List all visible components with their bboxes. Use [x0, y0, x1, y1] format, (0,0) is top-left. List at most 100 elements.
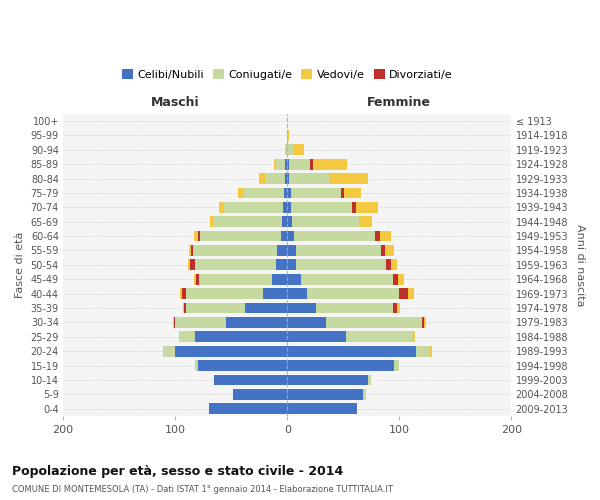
Bar: [164, 346, 175, 356]
Bar: [263, 288, 287, 299]
Bar: [326, 317, 422, 328]
Bar: [179, 288, 182, 299]
Bar: [287, 158, 289, 170]
Bar: [422, 317, 424, 328]
Bar: [244, 188, 284, 198]
Bar: [276, 260, 287, 270]
Bar: [296, 260, 386, 270]
Bar: [413, 332, 415, 342]
Bar: [287, 202, 290, 212]
Bar: [287, 245, 296, 256]
Bar: [196, 360, 197, 371]
Bar: [191, 245, 193, 256]
Bar: [219, 202, 224, 212]
Bar: [310, 158, 313, 170]
Bar: [265, 173, 285, 184]
Bar: [385, 245, 394, 256]
Bar: [296, 245, 382, 256]
Bar: [301, 274, 392, 284]
Bar: [226, 317, 287, 328]
Bar: [173, 317, 174, 328]
Bar: [188, 260, 190, 270]
Bar: [424, 317, 426, 328]
Bar: [287, 404, 357, 414]
Bar: [290, 188, 341, 198]
Bar: [382, 245, 385, 256]
Bar: [416, 346, 430, 356]
Bar: [374, 230, 380, 241]
Bar: [199, 274, 272, 284]
Bar: [287, 144, 293, 155]
Bar: [233, 389, 287, 400]
Bar: [294, 230, 374, 241]
Bar: [197, 230, 200, 241]
Bar: [197, 360, 287, 371]
Bar: [394, 360, 400, 371]
Bar: [196, 274, 199, 284]
Bar: [398, 274, 404, 284]
Bar: [329, 173, 368, 184]
Bar: [174, 317, 175, 328]
Bar: [196, 260, 276, 270]
Bar: [359, 216, 373, 227]
Bar: [163, 346, 164, 356]
Legend: Celibi/Nubili, Coniugati/e, Vedovi/e, Divorziati/e: Celibi/Nubili, Coniugati/e, Vedovi/e, Di…: [118, 65, 457, 84]
Bar: [307, 288, 400, 299]
Bar: [284, 188, 287, 198]
Bar: [287, 302, 316, 314]
Bar: [364, 389, 366, 400]
Bar: [289, 173, 329, 184]
Bar: [285, 158, 287, 170]
Bar: [224, 202, 283, 212]
Bar: [281, 230, 287, 241]
Bar: [285, 173, 287, 184]
Bar: [287, 317, 326, 328]
Bar: [287, 260, 296, 270]
Bar: [277, 245, 287, 256]
Bar: [193, 245, 277, 256]
Bar: [287, 288, 307, 299]
Bar: [210, 216, 214, 227]
Bar: [400, 288, 409, 299]
Bar: [184, 302, 187, 314]
Bar: [352, 202, 356, 212]
Bar: [194, 230, 197, 241]
Bar: [341, 188, 344, 198]
Bar: [287, 274, 301, 284]
Bar: [290, 202, 352, 212]
Bar: [287, 360, 394, 371]
Bar: [283, 202, 287, 212]
Bar: [287, 332, 346, 342]
Text: Maschi: Maschi: [151, 96, 199, 110]
Bar: [187, 288, 263, 299]
Bar: [287, 346, 416, 356]
Bar: [196, 332, 287, 342]
Bar: [183, 302, 184, 314]
Bar: [287, 130, 289, 140]
Bar: [182, 288, 187, 299]
Bar: [175, 317, 226, 328]
Bar: [287, 230, 294, 241]
Bar: [175, 346, 287, 356]
Bar: [289, 158, 310, 170]
Bar: [386, 260, 391, 270]
Bar: [292, 216, 359, 227]
Bar: [346, 332, 413, 342]
Bar: [313, 158, 347, 170]
Bar: [392, 302, 397, 314]
Bar: [188, 245, 191, 256]
Bar: [392, 274, 398, 284]
Text: Femmine: Femmine: [367, 96, 431, 110]
Bar: [287, 389, 364, 400]
Bar: [380, 230, 391, 241]
Text: Popolazione per età, sesso e stato civile - 2014: Popolazione per età, sesso e stato civil…: [12, 465, 343, 478]
Y-axis label: Anni di nascita: Anni di nascita: [575, 224, 585, 306]
Bar: [287, 374, 368, 386]
Bar: [194, 274, 196, 284]
Bar: [397, 302, 400, 314]
Bar: [409, 288, 414, 299]
Bar: [344, 188, 361, 198]
Bar: [281, 216, 287, 227]
Bar: [274, 158, 276, 170]
Bar: [190, 260, 196, 270]
